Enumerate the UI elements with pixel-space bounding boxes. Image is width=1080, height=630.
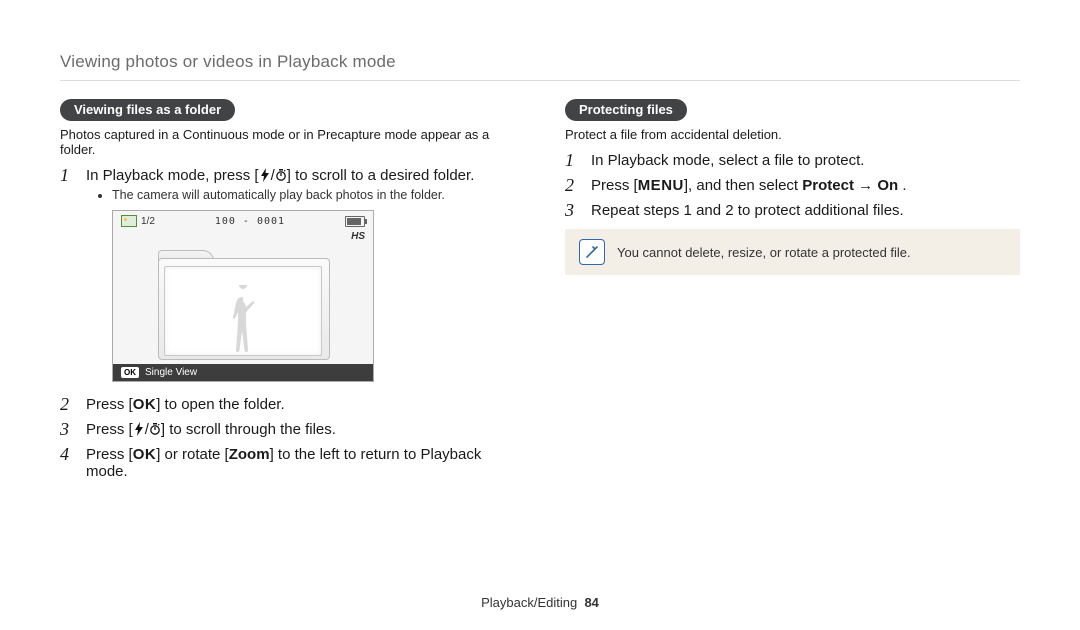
right-column: Protecting files Protect a file from acc…: [565, 99, 1020, 488]
t: ] to open the folder.: [156, 396, 284, 413]
left-column: Viewing files as a folder Photos capture…: [60, 99, 515, 488]
photo-icon: [121, 215, 137, 227]
section-pill-left: Viewing files as a folder: [60, 99, 235, 121]
right-step-1: In Playback mode, select a file to prote…: [565, 152, 1020, 169]
section-pill-right: Protecting files: [565, 99, 687, 121]
left-step-1: In Playback mode, press [/] to scroll to…: [60, 167, 515, 382]
on-label: On: [877, 177, 898, 194]
right-intro: Protect a file from accidental deletion.: [565, 127, 1020, 142]
note-text: You cannot delete, resize, or rotate a p…: [617, 245, 911, 260]
folder-graphic: [158, 250, 328, 358]
left-step-2: Press [OK] to open the folder.: [60, 396, 515, 413]
lcd-ok-icon: OK: [121, 367, 139, 378]
t: ], and then select: [684, 177, 802, 194]
zoom-label: Zoom: [229, 446, 270, 463]
ok-button-label: OK: [133, 396, 157, 413]
right-step-3: Repeat steps 1 and 2 to protect addition…: [565, 202, 1020, 219]
left-step-4: Press [OK] or rotate [Zoom] to the left …: [60, 446, 515, 480]
arrow-icon: →: [854, 177, 877, 194]
ok-button-label: OK: [133, 446, 157, 463]
lcd-bottom-label: Single View: [145, 367, 197, 378]
note-box: You cannot delete, resize, or rotate a p…: [565, 229, 1020, 275]
t: Press [: [86, 396, 133, 413]
right-step-2: Press [MENU], and then select Protect → …: [565, 177, 1020, 194]
camera-lcd: 1/2 100 - 0001 HS: [112, 210, 374, 382]
t: ] or rotate [: [156, 446, 229, 463]
page-title: Viewing photos or videos in Playback mod…: [60, 52, 1020, 72]
left-step-3: Press [/] to scroll through the files.: [60, 421, 515, 438]
lcd-mode: HS: [113, 229, 373, 246]
timer-icon: [275, 168, 287, 182]
left-step1-bullet: The camera will automatically play back …: [112, 188, 515, 202]
t: Press [: [86, 421, 133, 438]
t: ] to scroll through the files.: [161, 421, 336, 438]
lcd-counter: 1/2: [141, 216, 155, 227]
timer-icon: [149, 422, 161, 436]
step-text-b: ] to scroll to a desired folder.: [287, 167, 475, 184]
protect-label: Protect: [802, 177, 854, 194]
t: Press [: [86, 446, 133, 463]
footer-page-number: 84: [584, 595, 598, 610]
step-text: In Playback mode, press [: [86, 167, 259, 184]
battery-icon: [345, 216, 365, 227]
t: .: [898, 177, 906, 194]
menu-button-label: MENU: [638, 177, 684, 194]
divider: [60, 80, 1020, 81]
person-silhouette-icon: [226, 285, 260, 355]
lcd-frame: 100 - 0001: [215, 216, 285, 227]
t: Press [: [591, 177, 638, 194]
note-icon: [579, 239, 605, 265]
flash-icon: [259, 168, 271, 182]
left-intro: Photos captured in a Continuous mode or …: [60, 127, 515, 157]
flash-icon: [133, 422, 145, 436]
page-footer: Playback/Editing 84: [0, 595, 1080, 610]
footer-section: Playback/Editing: [481, 595, 577, 610]
